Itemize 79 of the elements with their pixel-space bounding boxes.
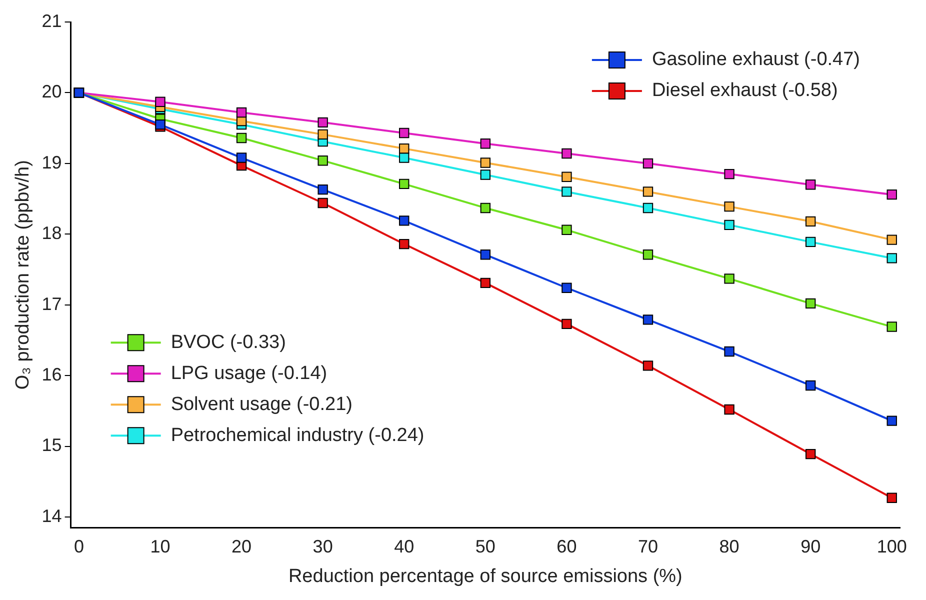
x-tick-label: 100 — [876, 536, 907, 556]
point — [318, 184, 328, 195]
point — [886, 234, 897, 245]
point — [886, 189, 897, 200]
x-axis-title: Reduction percentage of source emissions (%) — [288, 566, 682, 587]
point — [724, 168, 734, 180]
point — [480, 250, 491, 260]
x-tick-label: 70 — [638, 536, 658, 556]
y-tick-label: 20 — [42, 82, 62, 102]
point — [399, 128, 410, 138]
x-tick-label: 40 — [394, 536, 414, 556]
point — [642, 158, 654, 169]
point — [805, 216, 816, 227]
point — [724, 346, 734, 357]
point — [886, 492, 897, 503]
legend-label: BVOC (-0.33) — [170, 332, 286, 353]
y-tick-label: 14 — [42, 506, 62, 526]
point — [155, 119, 166, 130]
y-tick-label: 19 — [42, 152, 62, 172]
point — [805, 180, 816, 190]
x-tick-label: 90 — [800, 536, 821, 556]
point — [318, 129, 328, 140]
point — [886, 416, 897, 426]
point — [562, 318, 572, 330]
point — [480, 158, 491, 168]
point — [642, 314, 654, 325]
point — [480, 278, 491, 288]
x-tick-label: 30 — [312, 536, 333, 556]
x-tick-label: 20 — [232, 536, 252, 556]
x-tick-label: 50 — [475, 536, 496, 556]
point — [236, 132, 247, 144]
point — [724, 404, 734, 415]
point — [236, 152, 247, 163]
point — [399, 178, 410, 190]
y-tick-label: 16 — [42, 364, 62, 385]
point — [236, 107, 247, 118]
y-axis-title: O₃ production rate (ppbv/h) — [12, 160, 34, 390]
x-tick-label: 60 — [556, 536, 577, 556]
point — [318, 117, 328, 128]
point — [642, 186, 654, 197]
point — [805, 448, 816, 460]
legend-label: Solvent usage (-0.21) — [170, 394, 352, 415]
point — [886, 253, 897, 264]
point — [724, 220, 734, 230]
legend-label: Petrochemical industry (-0.24) — [170, 424, 424, 446]
point — [318, 156, 328, 166]
point — [480, 202, 491, 214]
point — [399, 238, 410, 250]
point — [480, 138, 491, 149]
point — [562, 186, 572, 197]
x-tick-label: 10 — [150, 536, 170, 556]
point — [805, 380, 816, 391]
point — [642, 250, 654, 260]
legend-label: LPG usage (-0.14) — [170, 362, 328, 384]
point — [805, 236, 816, 248]
point — [399, 143, 410, 154]
y-tick-label: 18 — [42, 223, 62, 244]
point — [642, 360, 654, 371]
point — [886, 322, 897, 332]
y-tick-label: 15 — [42, 435, 62, 456]
point — [724, 201, 734, 212]
point — [562, 148, 572, 159]
point — [155, 96, 166, 107]
point — [562, 172, 572, 182]
legend-label: Diesel exhaust (-0.58) — [652, 80, 838, 102]
x-tick-label: 80 — [719, 536, 740, 556]
point — [724, 274, 734, 284]
x-tick-label: 0 — [74, 536, 84, 556]
point — [562, 224, 572, 235]
point — [399, 152, 410, 163]
point — [480, 170, 491, 180]
point — [399, 216, 410, 226]
point — [562, 282, 572, 293]
point — [642, 202, 654, 214]
point — [805, 298, 816, 309]
y-tick-label: 17 — [42, 294, 62, 314]
y-tick-label: 21 — [42, 10, 62, 31]
legend-label: Gasoline exhaust (-0.47) — [652, 49, 860, 70]
point — [318, 198, 328, 208]
